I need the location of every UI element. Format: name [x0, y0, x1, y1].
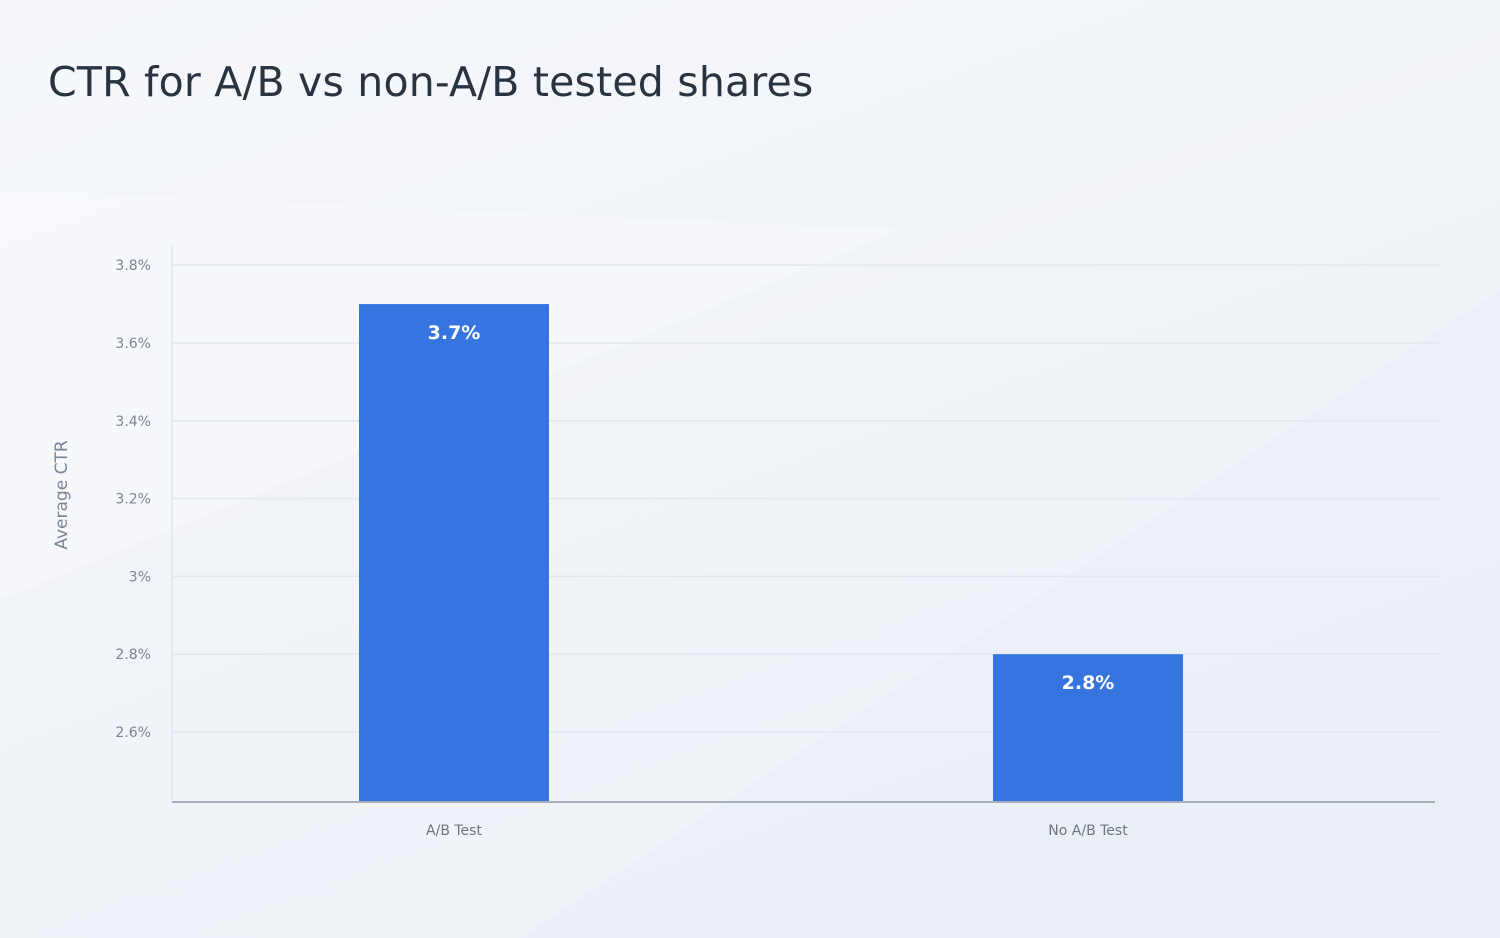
y-tick-label: 3.8%: [115, 258, 151, 274]
x-axis: A/B Test No A/B Test: [172, 801, 1435, 839]
bar-data-label: 2.8%: [1062, 672, 1115, 694]
bar: [359, 304, 549, 802]
y-tick-label: 2.6%: [115, 725, 151, 741]
bar-data-label: 3.7%: [428, 322, 481, 344]
y-tick-label: 3%: [129, 569, 151, 585]
y-axis: 3.8% 3.6% 3.4% 3.2% 3% 2.8% 2.6%: [115, 245, 173, 802]
y-tick-label: 2.8%: [115, 647, 151, 663]
y-axis-title: Average CTR: [52, 440, 72, 549]
x-category-label: No A/B Test: [1048, 823, 1128, 839]
y-tick-label: 3.4%: [115, 414, 151, 430]
bars: 3.7% 2.8%: [359, 304, 1183, 802]
chart-title: CTR for A/B vs non-A/B tested shares: [48, 58, 814, 106]
y-tick-label: 3.2%: [115, 492, 151, 508]
y-tick-label: 3.6%: [115, 336, 151, 352]
bar: [993, 654, 1183, 802]
x-category-label: A/B Test: [426, 823, 482, 839]
